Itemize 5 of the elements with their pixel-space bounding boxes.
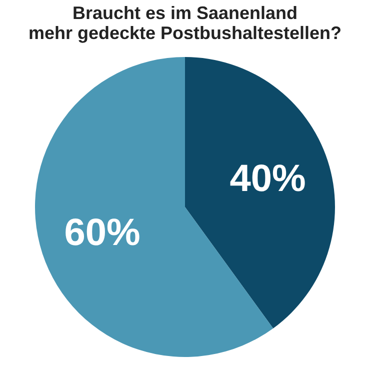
data-label: 40% — [230, 158, 306, 200]
text: Braucht es im Saanenland — [72, 3, 298, 23]
data-label: 60% — [64, 212, 140, 254]
pie-slice — [185, 57, 335, 328]
text: mehr gedeckte Postbushaltestellen? — [28, 23, 342, 43]
